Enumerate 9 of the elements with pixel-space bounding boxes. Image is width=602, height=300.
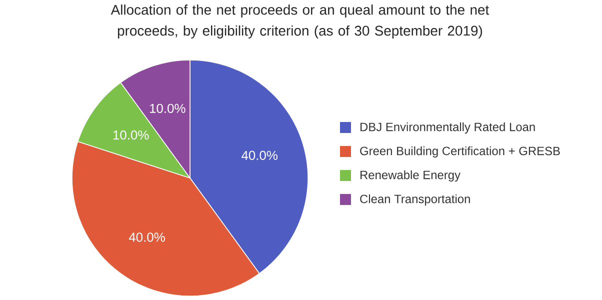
data-label: 10.0%: [113, 130, 149, 140]
legend-label: Clean Transportation: [360, 194, 470, 206]
chart-title: Allocation of the net proceeds or an queal amount to the net proceeds, by eligibility criterion (as of 30 September 2019): [110, 4, 490, 38]
legend-label: Renewable Energy: [360, 170, 460, 182]
legend-label: Green Building Certification + GRESB: [360, 146, 560, 158]
legend-label: DBJ Environmentally Rated Loan: [360, 122, 535, 134]
data-label: 40.0%: [128, 232, 165, 242]
data-label: 40.0%: [242, 150, 278, 160]
data-label: 10.0%: [150, 104, 186, 113]
